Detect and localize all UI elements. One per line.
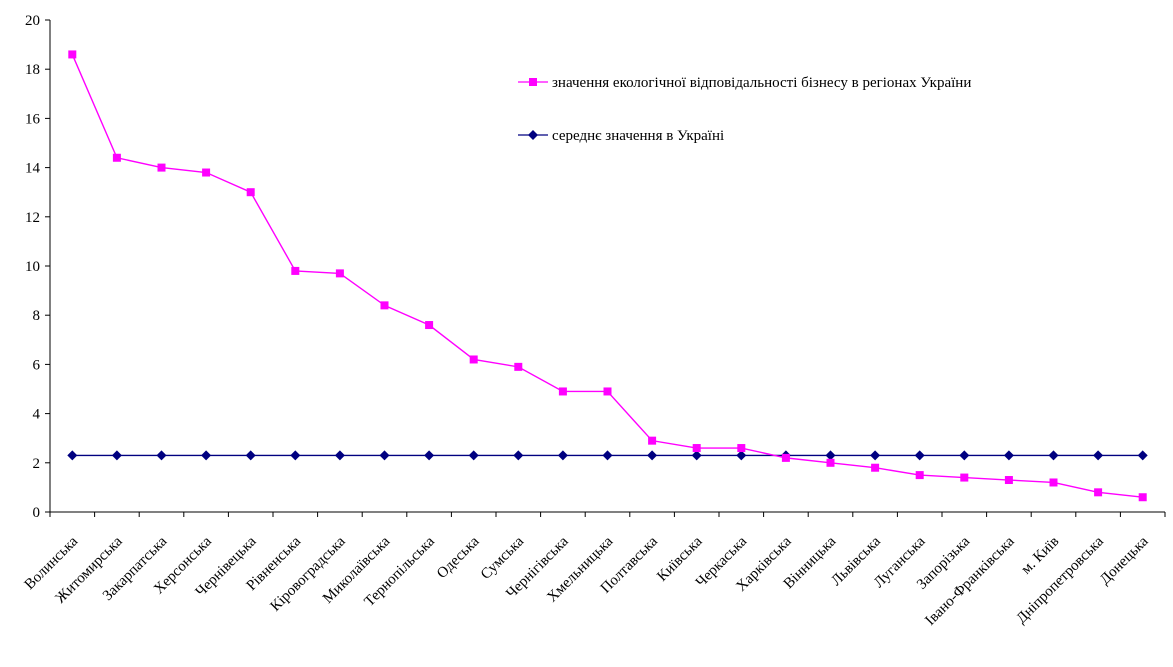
x-tick-label: Дніпропетровська — [1014, 533, 1108, 627]
data-point-series-1 — [1049, 478, 1058, 487]
y-axis-ticks: 0 2 4 6 8 10 12 14 16 18 20 — [25, 13, 50, 521]
data-point-series-1 — [648, 436, 657, 445]
data-point-series-2 — [156, 450, 167, 461]
y-tick-label: 8 — [33, 308, 41, 324]
data-point-series-1 — [1138, 493, 1147, 502]
legend-marker-series-1 — [529, 78, 537, 86]
data-point-series-2 — [468, 450, 479, 461]
x-tick-label: Донецька — [1097, 533, 1152, 588]
data-point-series-2 — [67, 450, 78, 461]
x-tick-label: м. Київ — [1018, 534, 1062, 578]
series-layer — [67, 50, 1148, 502]
x-tick-label: Одеська — [434, 533, 483, 582]
legend-marker-series-2 — [528, 130, 538, 140]
data-point-series-1 — [157, 163, 166, 172]
data-point-series-2 — [602, 450, 613, 461]
data-point-series-2 — [1048, 450, 1059, 461]
series-line-1 — [71, 54, 1143, 498]
data-point-series-2 — [379, 450, 390, 461]
data-point-series-1 — [380, 301, 389, 310]
data-point-series-2 — [245, 450, 256, 461]
data-point-series-2 — [557, 450, 568, 461]
data-point-series-2 — [870, 450, 881, 461]
y-tick-label: 0 — [33, 505, 41, 521]
y-tick-label: 12 — [25, 210, 40, 226]
data-point-series-1 — [871, 463, 880, 472]
data-point-series-2 — [424, 450, 435, 461]
data-point-series-1 — [246, 188, 255, 197]
y-tick-label: 16 — [25, 111, 41, 127]
data-point-series-1 — [68, 50, 77, 59]
data-point-series-1 — [915, 471, 924, 480]
data-point-series-2 — [513, 450, 524, 461]
legend-label-series-2: середнє значення в Україні — [552, 128, 724, 144]
data-point-series-1 — [469, 355, 478, 364]
data-point-series-2 — [914, 450, 925, 461]
data-point-series-2 — [959, 450, 970, 461]
data-point-series-1 — [112, 153, 121, 162]
data-point-series-2 — [647, 450, 658, 461]
data-point-series-1 — [781, 453, 790, 462]
data-point-series-1 — [1094, 488, 1103, 497]
data-point-series-2 — [334, 450, 345, 461]
y-tick-label: 2 — [33, 456, 41, 472]
y-tick-label: 4 — [33, 407, 41, 423]
data-point-series-1 — [558, 387, 567, 396]
x-axis-ticks: ВолинськаЖитомирськаЗакарпатськаХерсонсь… — [22, 512, 1166, 629]
data-point-series-2 — [111, 450, 122, 461]
y-tick-label: 10 — [25, 259, 40, 275]
data-point-series-1 — [425, 321, 434, 330]
data-point-series-2 — [736, 450, 747, 461]
data-point-series-2 — [290, 450, 301, 461]
data-point-series-2 — [825, 450, 836, 461]
data-point-series-1 — [960, 473, 969, 482]
y-tick-label: 20 — [25, 13, 40, 29]
data-point-series-1 — [514, 362, 523, 371]
data-point-series-1 — [826, 458, 835, 467]
data-point-series-1 — [335, 269, 344, 278]
legend: значення екологічної відповідальності бі… — [518, 75, 971, 144]
data-point-series-2 — [691, 450, 702, 461]
data-point-series-2 — [201, 450, 212, 461]
data-point-series-1 — [603, 387, 612, 396]
data-point-series-1 — [692, 444, 701, 453]
data-point-series-2 — [1093, 450, 1104, 461]
data-point-series-2 — [1137, 450, 1148, 461]
y-tick-label: 6 — [33, 357, 41, 373]
y-tick-label: 18 — [25, 62, 40, 78]
data-point-series-1 — [1004, 476, 1013, 485]
data-point-series-2 — [1003, 450, 1014, 461]
data-point-series-1 — [291, 266, 300, 275]
data-point-series-1 — [737, 444, 746, 453]
data-point-series-1 — [202, 168, 211, 177]
legend-label-series-1: значення екологічної відповідальності бі… — [552, 75, 971, 91]
y-tick-label: 14 — [25, 161, 41, 177]
